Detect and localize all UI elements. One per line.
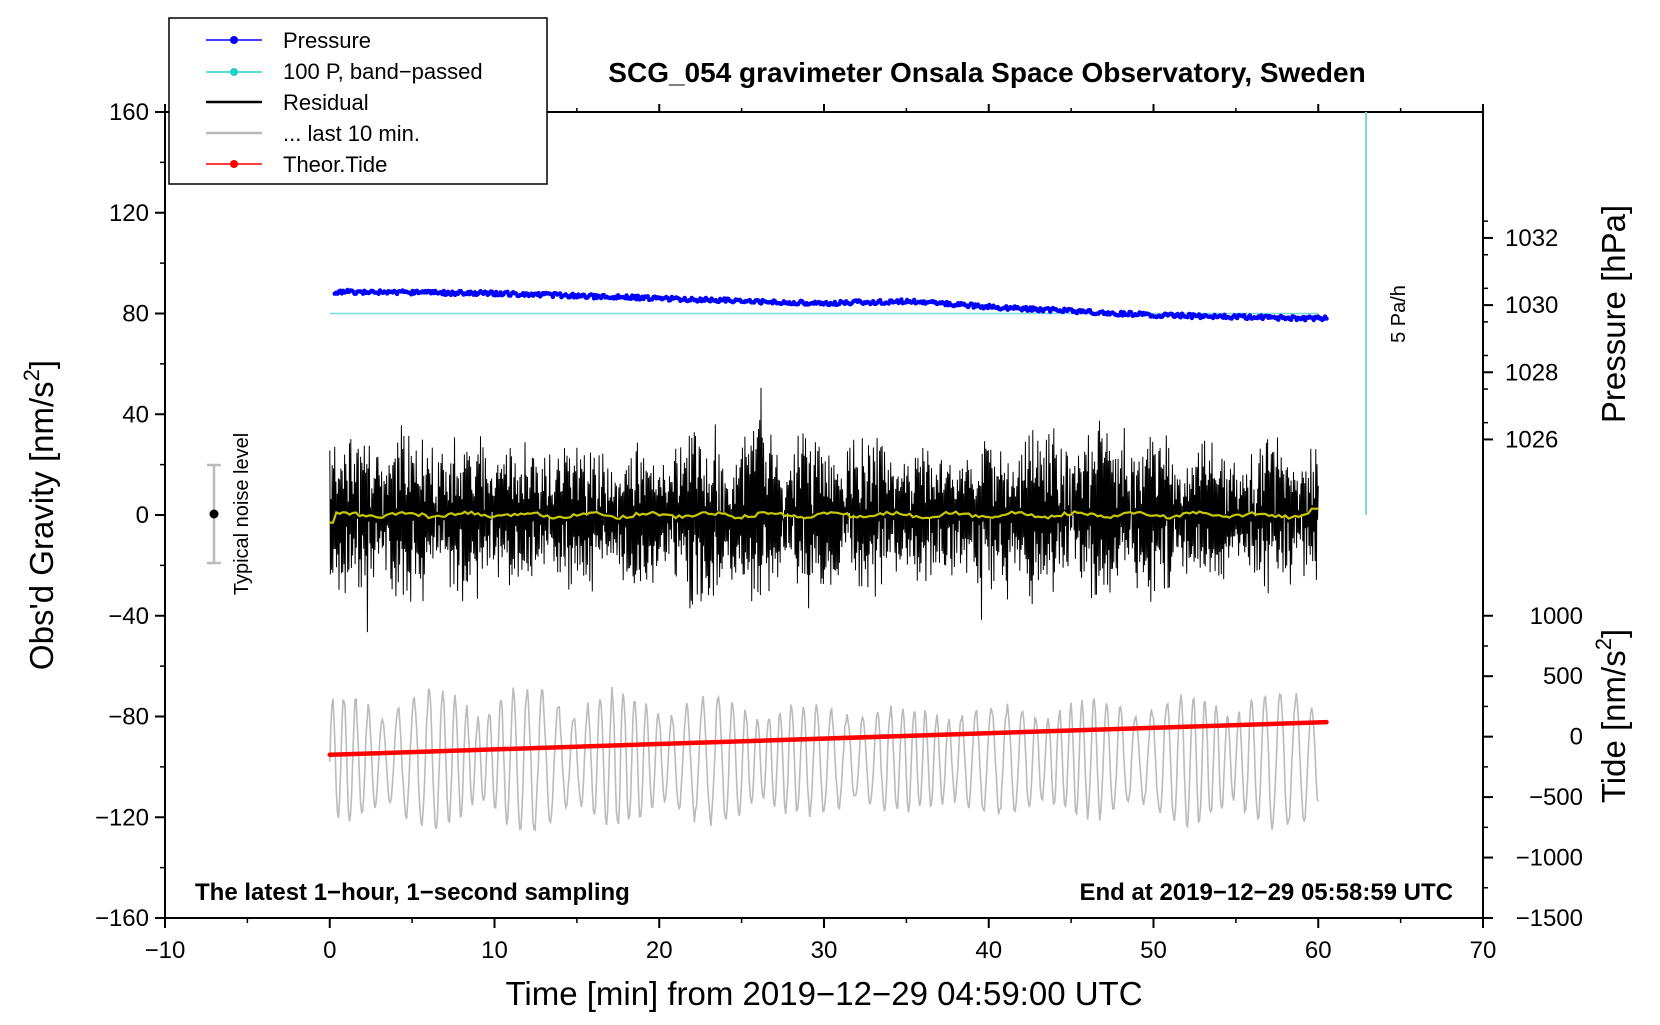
theor-tide-line [327,719,1329,758]
pressure-tick-label: 1028 [1505,359,1558,386]
sampling-note: The latest 1−hour, 1−second sampling [195,879,630,906]
svg-text:100 P, band−passed: 100 P, band−passed [283,59,483,84]
x-axis-label: Time [min] from 2019−12−29 04:59:00 UTC [505,975,1142,1012]
y-tick-label: −160 [95,905,149,932]
theor-tide-series [327,719,1329,758]
y-tick-label: −80 [108,704,149,731]
pressure-point [441,288,446,294]
pressure-point [635,293,641,298]
left-y-axis-label: Obs'd Gravity [nm/s2] [19,360,60,670]
pressure-point [1288,317,1294,322]
pressure-tick-label: 1030 [1505,292,1558,319]
y-tick-label: −40 [108,603,149,630]
tide-tick-label: 500 [1543,663,1583,690]
tide-tick-label: −500 [1529,784,1583,811]
x-tick-label: 30 [811,937,838,964]
x-tick-label: 40 [975,937,1002,964]
tide-axis-label: Tide [nm/s2] [1591,629,1632,803]
pressure-point [878,298,883,303]
pressure-point [645,294,650,299]
tide-tick-label: 0 [1570,724,1583,751]
end-time-note: End at 2019−12−29 05:58:59 UTC [1079,879,1453,906]
tide-axis-ticks: 1000 500 0 −500 −1000 −1500 [1483,603,1583,932]
last-10-min-series [329,686,1320,832]
y-tick-label: 0 [136,502,149,529]
pressure-point [912,297,917,303]
last-10-min-line [329,686,1320,832]
legend-item-residual: Residual [206,90,369,115]
x-tick-label: 60 [1305,937,1332,964]
x-tick-label: −10 [145,937,186,964]
svg-text:Pressure: Pressure [283,28,371,53]
pressure-point [1004,304,1009,309]
legend-item-pressure: Pressure [206,28,371,53]
svg-text:Residual: Residual [283,90,369,115]
residual-series [329,387,1319,633]
pressure-point [899,297,904,302]
left-y-axis-ticks: 160 120 80 40 0 −40 −80 −120 −160 [95,99,165,932]
x-tick-label: 0 [323,937,336,964]
pressure-point [1189,315,1195,321]
svg-text:Theor.Tide: Theor.Tide [283,152,387,177]
tide-tick-label: −1500 [1516,905,1583,932]
x-tick-label: 50 [1140,937,1167,964]
residual-line [329,387,1319,633]
smoothed-residual-series [329,507,1319,524]
tide-tick-label: −1000 [1516,845,1583,872]
legend: Pressure 100 P, band−passed Residual ...… [168,17,548,185]
x-tick-label: 10 [481,937,508,964]
legend-item-theor-tide: Theor.Tide [206,152,387,177]
pressure-axis-ticks: 1032 1030 1028 1026 [1483,220,1558,453]
y-tick-label: −120 [95,804,149,831]
chart-title: SCG_054 gravimeter Onsala Space Observat… [608,57,1365,88]
y-tick-label: 80 [122,301,149,328]
pressure-point [550,294,556,300]
pressure-tick-label: 1032 [1505,225,1558,252]
pressure-series [332,287,1329,323]
pressure-axis-label: Pressure [hPa] [1595,205,1632,423]
tide-tick-label: 1000 [1530,603,1583,630]
y-tick-label: 120 [109,200,149,227]
pressure-point [1023,304,1029,310]
smoothed-residual-line [329,507,1319,524]
pressure-tick-label: 1026 [1505,426,1558,453]
legend-item-band-passed: 100 P, band−passed [206,59,483,84]
y-tick-label: 40 [122,401,149,428]
noise-level-label: Typical noise level [231,433,253,595]
pressure-point [1128,310,1134,315]
pressure-point [505,289,510,294]
svg-text:... last 10 min.: ... last 10 min. [283,121,420,146]
x-tick-label: 20 [646,937,673,964]
legend-item-last-10-min: ... last 10 min. [206,121,420,146]
noise-level-indicator [207,463,221,565]
x-tick-label: 70 [1470,937,1497,964]
y-tick-label: 160 [109,99,149,126]
pressure-point [1324,316,1329,321]
scale-bar-label: 5 Pa/h [1388,285,1410,343]
